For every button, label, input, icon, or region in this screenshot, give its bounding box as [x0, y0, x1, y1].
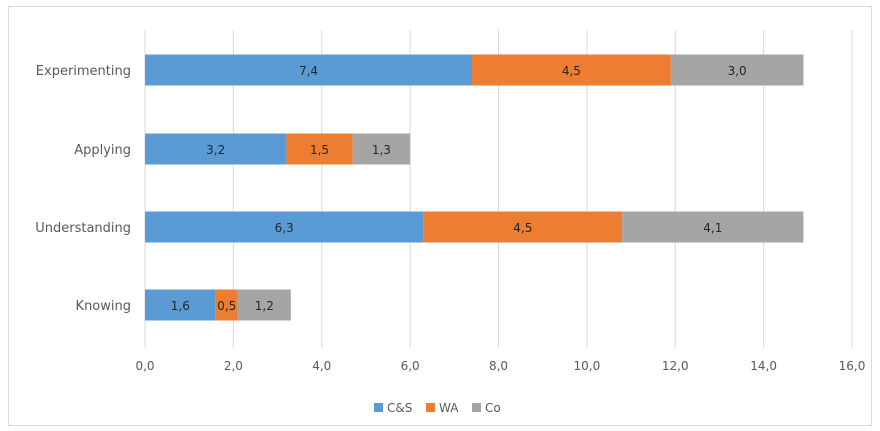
x-tick-label: 2,0 — [224, 359, 243, 373]
bar-segment — [215, 289, 238, 321]
bar-segment — [145, 54, 472, 86]
data-label: 1,3 — [372, 143, 391, 157]
bar-segment — [622, 211, 804, 243]
legend-label: WA — [439, 401, 459, 415]
x-tick-label: 4,0 — [312, 359, 331, 373]
x-tick-label: 10,0 — [574, 359, 601, 373]
category-label: Understanding — [35, 221, 131, 236]
legend-label: C&S — [387, 401, 412, 415]
bar-segment — [145, 289, 216, 321]
bar-segment — [286, 133, 353, 165]
data-label: 6,3 — [275, 221, 294, 235]
legend-label: Co — [485, 401, 501, 415]
x-tick-label: 16,0 — [839, 359, 866, 373]
bar-segment — [145, 211, 424, 243]
x-tick-label: 6,0 — [401, 359, 420, 373]
data-label: 1,6 — [171, 299, 190, 313]
data-label: 4,5 — [562, 64, 581, 78]
data-label: 7,4 — [299, 64, 318, 78]
data-label: 3,2 — [206, 143, 225, 157]
data-label: 0,5 — [217, 299, 236, 313]
legend-swatch — [426, 403, 435, 412]
data-label: 4,1 — [703, 221, 722, 235]
bar-segment — [145, 133, 287, 165]
x-tick-label: 0,0 — [135, 359, 154, 373]
data-label: 1,2 — [255, 299, 274, 313]
x-tick-label: 14,0 — [750, 359, 777, 373]
x-tick-label: 8,0 — [489, 359, 508, 373]
data-label: 1,5 — [310, 143, 329, 157]
bar-segment — [352, 133, 411, 165]
legend-swatch — [472, 403, 481, 412]
data-label: 3,0 — [728, 64, 747, 78]
bar-segment — [471, 54, 671, 86]
bar-segment — [423, 211, 623, 243]
category-label: Applying — [74, 143, 131, 158]
category-label: Knowing — [76, 299, 131, 314]
bar-segment — [237, 289, 291, 321]
x-tick-label: 12,0 — [662, 359, 689, 373]
data-label: 4,5 — [513, 221, 532, 235]
category-label: Experimenting — [36, 64, 131, 79]
bar-segment — [670, 54, 804, 86]
legend-swatch — [374, 403, 383, 412]
